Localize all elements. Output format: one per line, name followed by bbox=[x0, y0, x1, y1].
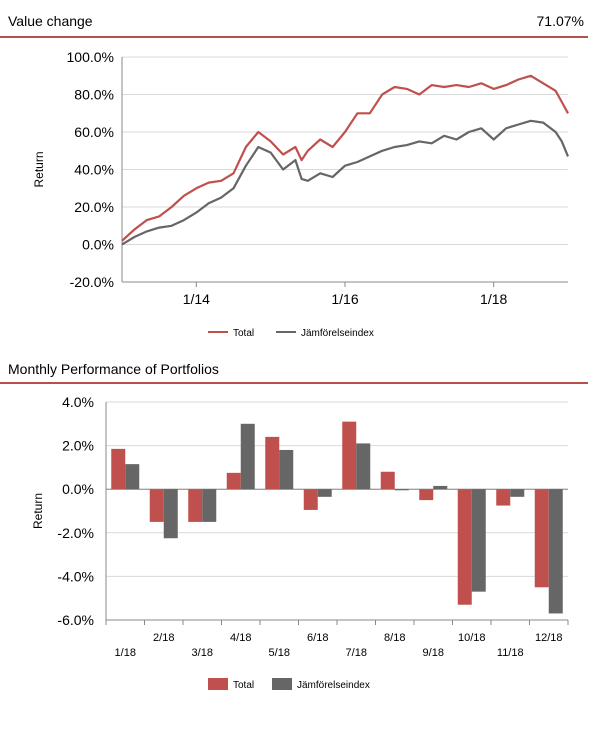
legend-label: Total bbox=[233, 680, 254, 691]
x-tick-label: 1/14 bbox=[183, 291, 210, 307]
bar-0-9-18 bbox=[419, 489, 434, 501]
bar-0-6-18 bbox=[303, 489, 318, 510]
y-tick-label: 60.0% bbox=[74, 124, 114, 140]
bar-1-8-18 bbox=[394, 489, 409, 491]
y-axis-title: Return bbox=[32, 151, 46, 187]
bar-1-12-18 bbox=[548, 489, 563, 614]
y-tick-label: -6.0% bbox=[57, 612, 94, 628]
x-tick-label: 9/18 bbox=[423, 647, 444, 659]
value-change-chart: -20.0% 0.0% 20.0% 40.0% 60.0% 80.0% 100.0% 1/14… bbox=[32, 49, 570, 339]
y-tick-label: 80.0% bbox=[74, 87, 114, 103]
x-tick-label: 12/18 bbox=[535, 632, 563, 644]
y-tick-label: 20.0% bbox=[74, 199, 114, 215]
x-tick-label: 11/18 bbox=[497, 647, 524, 659]
bar-1-9-18 bbox=[433, 485, 448, 490]
monthly-performance-chart: -6.0% -4.0% -2.0% 0.0% 2.0% 4.0% 1/18 2/18 3/18 4… bbox=[31, 394, 569, 691]
value-change-title: Value change bbox=[8, 13, 93, 29]
y-tick-label: 0.0% bbox=[62, 481, 94, 497]
legend-swatch bbox=[272, 678, 292, 690]
bar-1-7-18 bbox=[356, 443, 371, 490]
x-tick-label: 3/18 bbox=[192, 647, 213, 659]
series-line-0 bbox=[121, 74, 569, 242]
bar-0-4-18 bbox=[226, 472, 241, 490]
y-tick-label: 0.0% bbox=[82, 237, 114, 253]
x-tick-label: 6/18 bbox=[307, 632, 328, 644]
y-tick-label: 4.0% bbox=[62, 394, 94, 410]
legend-label: Total bbox=[233, 328, 254, 339]
bar-0-12-18 bbox=[534, 489, 549, 588]
x-tick-label: 1/18 bbox=[480, 291, 507, 307]
bar-1-1-18 bbox=[125, 464, 140, 490]
x-tick-label: 1/16 bbox=[331, 291, 358, 307]
x-tick-label: 2/18 bbox=[153, 632, 174, 644]
x-tick-label: 4/18 bbox=[230, 632, 251, 644]
bar-1-6-18 bbox=[317, 489, 332, 497]
legend-label: Jämförelseindex bbox=[301, 328, 374, 339]
bar-0-10-18 bbox=[457, 489, 472, 605]
monthly-performance-title: Monthly Performance of Portfolios bbox=[8, 361, 219, 377]
bar-1-11-18 bbox=[510, 489, 525, 497]
bar-0-1-18 bbox=[111, 448, 126, 490]
y-tick-label: -20.0% bbox=[70, 274, 114, 290]
bar-0-7-18 bbox=[342, 421, 357, 490]
bar-1-3-18 bbox=[202, 489, 217, 522]
legend-swatch bbox=[208, 678, 228, 690]
value-change-total: 71.07% bbox=[536, 13, 584, 29]
x-tick-label: 7/18 bbox=[346, 647, 367, 659]
x-tick-label: 10/18 bbox=[458, 632, 486, 644]
y-tick-label: 40.0% bbox=[74, 162, 114, 178]
monthly-performance-header: Monthly Performance of Portfolios bbox=[0, 352, 588, 384]
value-change-header: Value change 71.07% bbox=[0, 0, 588, 38]
bar-1-4-18 bbox=[240, 423, 255, 490]
x-tick-label: 5/18 bbox=[269, 647, 290, 659]
bar-0-2-18 bbox=[149, 489, 164, 522]
bar-1-10-18 bbox=[471, 489, 486, 592]
bar-1-2-18 bbox=[163, 489, 178, 539]
x-tick-label: 8/18 bbox=[384, 632, 405, 644]
bar-0-3-18 bbox=[188, 489, 203, 522]
y-tick-label: -4.0% bbox=[57, 568, 94, 584]
y-axis-title: Return bbox=[31, 493, 45, 529]
x-tick-label: 1/18 bbox=[115, 647, 136, 659]
bar-1-5-18 bbox=[279, 449, 294, 490]
series-line-1 bbox=[121, 119, 570, 246]
y-tick-label: -2.0% bbox=[57, 525, 94, 541]
bar-0-5-18 bbox=[265, 436, 280, 490]
bar-0-8-18 bbox=[380, 471, 395, 490]
y-tick-label: 100.0% bbox=[67, 49, 114, 65]
y-tick-label: 2.0% bbox=[62, 438, 94, 454]
legend-label: Jämförelseindex bbox=[297, 680, 370, 691]
bar-0-11-18 bbox=[496, 489, 511, 506]
